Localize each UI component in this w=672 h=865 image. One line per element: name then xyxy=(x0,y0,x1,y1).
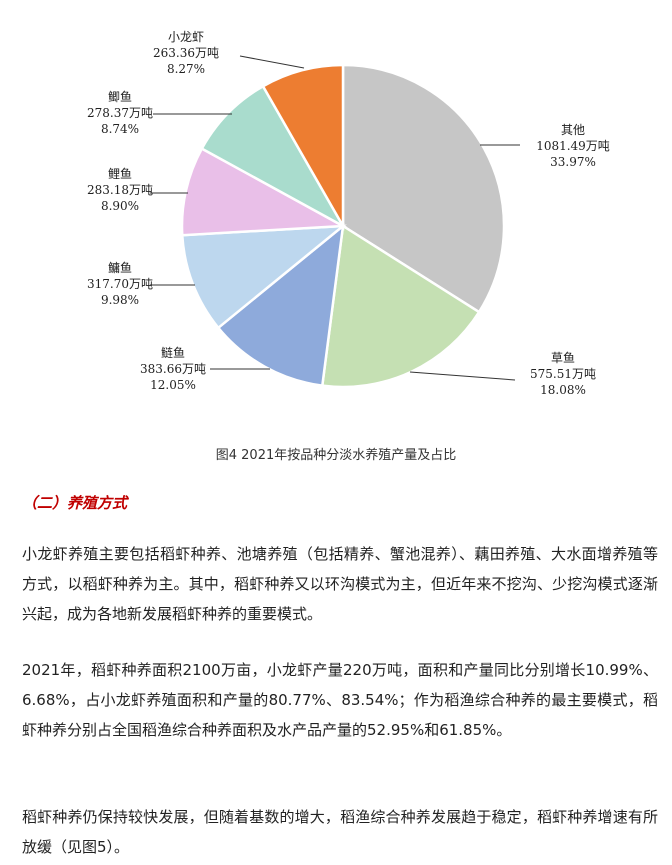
slice-percent-label: 33.97% xyxy=(550,155,596,169)
leader-line xyxy=(409,371,516,381)
slice-value-label: 575.51万吨 xyxy=(530,367,596,381)
pie-slice-6 xyxy=(200,84,347,230)
paragraph-1: 小龙虾养殖主要包括稻虾种养、池塘养殖（包括精养、蟹池混养）、藕田养殖、大水面增养… xyxy=(22,545,658,623)
slice-percent-label: 8.74% xyxy=(101,122,139,136)
pie-chart: 其他 1081.49万吨 33.97% 草鱼 575.51万吨 18.08% 鲢鱼 383.6… xyxy=(87,30,610,397)
figure-caption: 图4 2021年按品种分淡水养殖产量及占比 xyxy=(215,448,457,463)
slice-value-label: 383.66万吨 xyxy=(140,362,206,376)
pie-slice-5 xyxy=(180,146,348,237)
pie-slice-4 xyxy=(180,224,347,330)
pie-slice-3 xyxy=(216,223,345,388)
slice-percent-label: 8.27% xyxy=(167,62,205,76)
slice-name-label: 草鱼 xyxy=(551,351,575,365)
slice-value-label: 1081.49万吨 xyxy=(536,139,610,153)
slice-percent-label: 9.98% xyxy=(101,293,139,307)
slice-percent-label: 18.08% xyxy=(540,383,586,397)
slice-name-label: 鲤鱼 xyxy=(108,167,132,181)
slice-name-label: 鲢鱼 xyxy=(161,345,185,360)
paragraph-3: 稻虾种养仍保持较快发展，但随着基数的增大，稻渔综合种养发展趋于稳定，稻虾种养增速… xyxy=(22,808,658,856)
pie-labels: 其他 1081.49万吨 33.97% 草鱼 575.51万吨 18.08% 鲢鱼 383.6… xyxy=(87,30,610,397)
paragraph-2: 2021年，稻虾种养面积2100万亩，小龙虾产量220万吨，面积和产量同比分别增… xyxy=(22,661,658,739)
slice-name-label: 其他 xyxy=(561,123,585,137)
slice-value-label: 317.70万吨 xyxy=(87,277,153,291)
slice-name-label: 鳙鱼 xyxy=(108,260,132,275)
slice-name-label: 鲫鱼 xyxy=(108,90,132,104)
leader-line xyxy=(239,55,305,69)
slice-percent-label: 8.90% xyxy=(101,199,139,213)
slice-value-label: 283.18万吨 xyxy=(87,183,153,197)
pie-slices xyxy=(180,63,506,389)
slice-percent-label: 12.05% xyxy=(150,378,196,392)
slice-name-label: 小龙虾 xyxy=(168,30,204,44)
slice-value-label: 278.37万吨 xyxy=(87,106,153,120)
pie-slice-7 xyxy=(261,63,345,231)
slice-value-label: 263.36万吨 xyxy=(153,46,219,60)
section-heading: （二）养殖方式 xyxy=(22,494,128,512)
